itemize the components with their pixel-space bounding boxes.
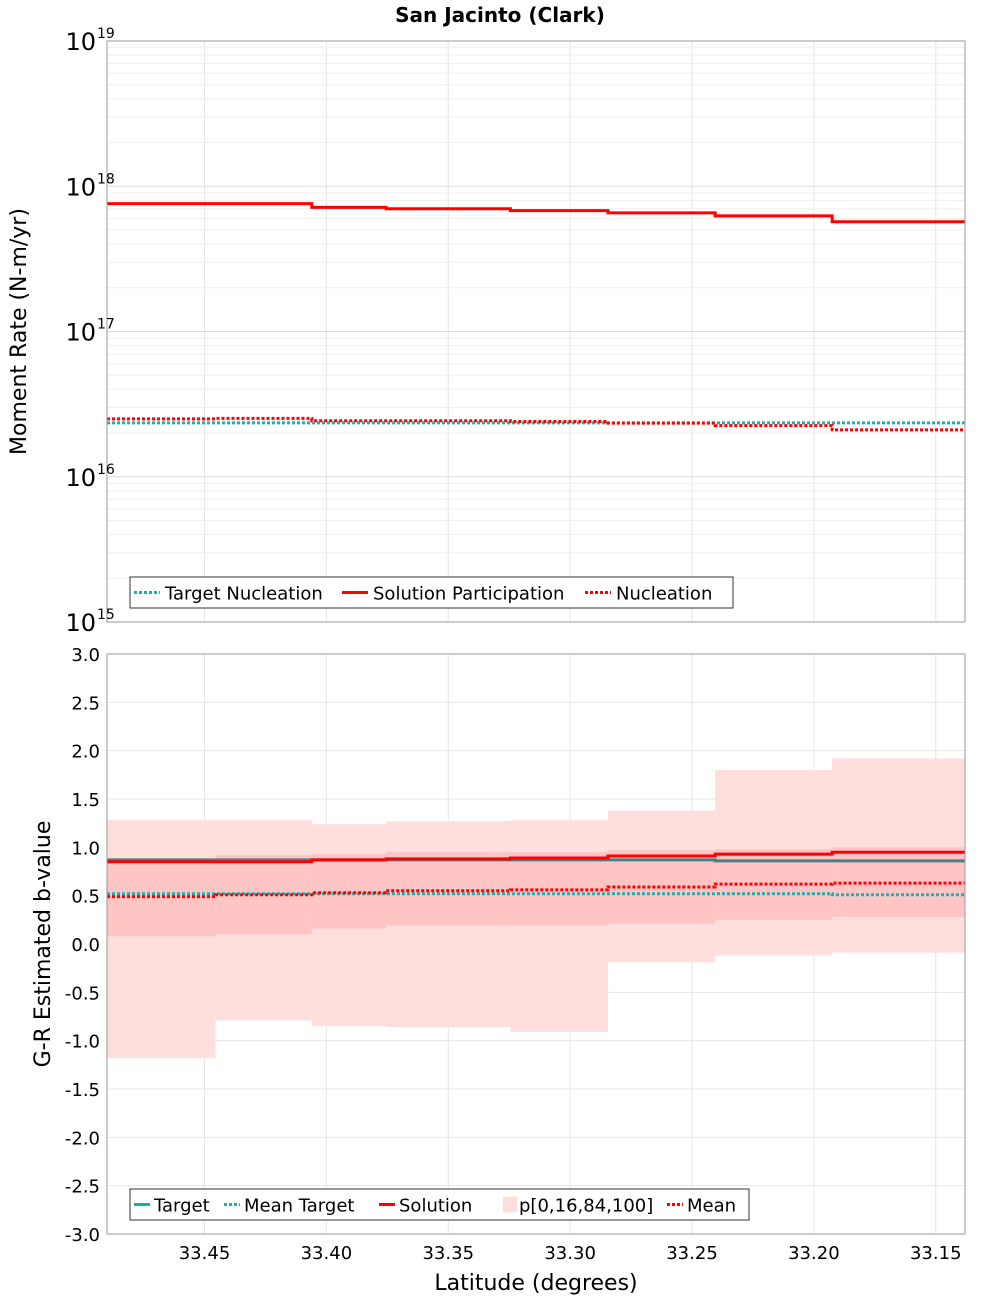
y-tick-label-12: -3.0 — [65, 1225, 100, 1246]
y-tick-label-3: 1.5 — [71, 790, 100, 811]
y-tick-label-5: 0.5 — [71, 887, 100, 908]
b-value-legend: Target Mean Target Solution p[0,16,84,100] M… — [129, 1188, 750, 1221]
latitude-x-ticks: 33.45 33.40 33.35 33.30 33.25 33.20 33.15 — [179, 1243, 962, 1264]
y-tick-label-2: 2.0 — [71, 742, 100, 763]
y-tick-label-exponent-4: 15 — [97, 607, 115, 623]
y-tick-label-exponent-0: 19 — [97, 26, 115, 42]
y-tick-label-7: -0.5 — [65, 983, 100, 1004]
legend-label-1: Mean Target — [244, 1196, 354, 1217]
legend-box — [129, 1188, 750, 1221]
y-tick-label-exponent-1: 18 — [97, 171, 115, 187]
band-p0-p100-4 — [510, 820, 608, 1032]
y-tick-label-11: -2.5 — [65, 1177, 100, 1198]
moment-rate-grid — [107, 41, 965, 623]
x-tick-label-3: 33.30 — [544, 1243, 596, 1264]
b-value-frame — [106, 653, 966, 1235]
x-tick-label-5: 33.20 — [788, 1243, 840, 1264]
x-tick-label-2: 33.35 — [422, 1243, 474, 1264]
y-tick-label-base-0: 10 — [65, 28, 96, 56]
y-tick-label-base-2: 10 — [65, 319, 96, 347]
y-tick-label-8: -1.0 — [65, 1032, 100, 1053]
b-value-series — [107, 850, 965, 899]
y-tick-label-10: -2.0 — [65, 1128, 100, 1149]
y-tick-label-base-4: 10 — [65, 609, 96, 637]
y-tick-label-exponent-3: 16 — [97, 462, 115, 478]
legend-label-2: Nucleation — [616, 584, 712, 605]
y-tick-label-exponent-2: 17 — [97, 317, 115, 333]
legend-label-2: Solution — [399, 1196, 472, 1217]
series-line-nucleation — [107, 416, 965, 432]
x-tick-label-1: 33.40 — [301, 1243, 353, 1264]
legend-label-0: Target — [153, 1196, 210, 1217]
b-value-y-label: G-R Estimated b-value — [31, 821, 56, 1068]
legend-box — [129, 576, 734, 609]
moment-rate-y-label: Moment Rate (N-m/yr) — [7, 208, 32, 455]
x-tick-label-4: 33.25 — [666, 1243, 718, 1264]
b-value-percentile-bands — [107, 758, 965, 1059]
y-tick-label-0: 3.0 — [71, 645, 100, 666]
legend-label-0: Target Nucleation — [164, 584, 323, 605]
latitude-x-label: Latitude (degrees) — [434, 1271, 637, 1296]
x-tick-label-6: 33.15 — [910, 1243, 962, 1264]
b-value-y-ticks: 3.0 2.5 2.0 1.5 1.0 0.5 0.0 -0.5 -1.0 -1.5 -2.0 -2.… — [65, 645, 100, 1246]
legend-label-1: Solution Participation — [373, 584, 564, 605]
series-line-mean — [107, 881, 965, 899]
y-tick-label-1: 2.5 — [71, 693, 100, 714]
moment-rate-series — [107, 202, 965, 432]
chart-title: San Jacinto (Clark) — [395, 3, 605, 27]
moment-rate-frame — [106, 40, 966, 623]
moment-rate-legend: Target Nucleation Solution Participation N… — [129, 576, 734, 609]
y-tick-label-6: 0.0 — [71, 935, 100, 956]
series-line-mean-target — [107, 892, 965, 897]
series-line-target — [107, 858, 965, 863]
band-p16-p84-3 — [386, 852, 511, 926]
series-line-solution-participation — [107, 202, 965, 224]
y-tick-label-9: -1.5 — [65, 1080, 100, 1101]
legend-label-4: Mean — [687, 1196, 736, 1217]
b-value-panel: 3.0 2.5 2.0 1.5 1.0 0.5 0.0 -0.5 -1.0 -1.5 -2.0 -2.… — [31, 645, 966, 1296]
y-tick-label-base-1: 10 — [65, 173, 96, 201]
y-tick-label-base-3: 10 — [65, 464, 96, 492]
band-p0-p100-0 — [107, 820, 216, 1059]
band-p16-p84-5 — [607, 850, 716, 924]
x-tick-label-0: 33.45 — [179, 1243, 231, 1264]
legend-label-3: p[0,16,84,100] — [519, 1196, 653, 1217]
y-tick-label-4: 1.0 — [71, 838, 100, 859]
legend-swatch-3 — [503, 1196, 517, 1213]
series-line-solution — [107, 850, 965, 864]
